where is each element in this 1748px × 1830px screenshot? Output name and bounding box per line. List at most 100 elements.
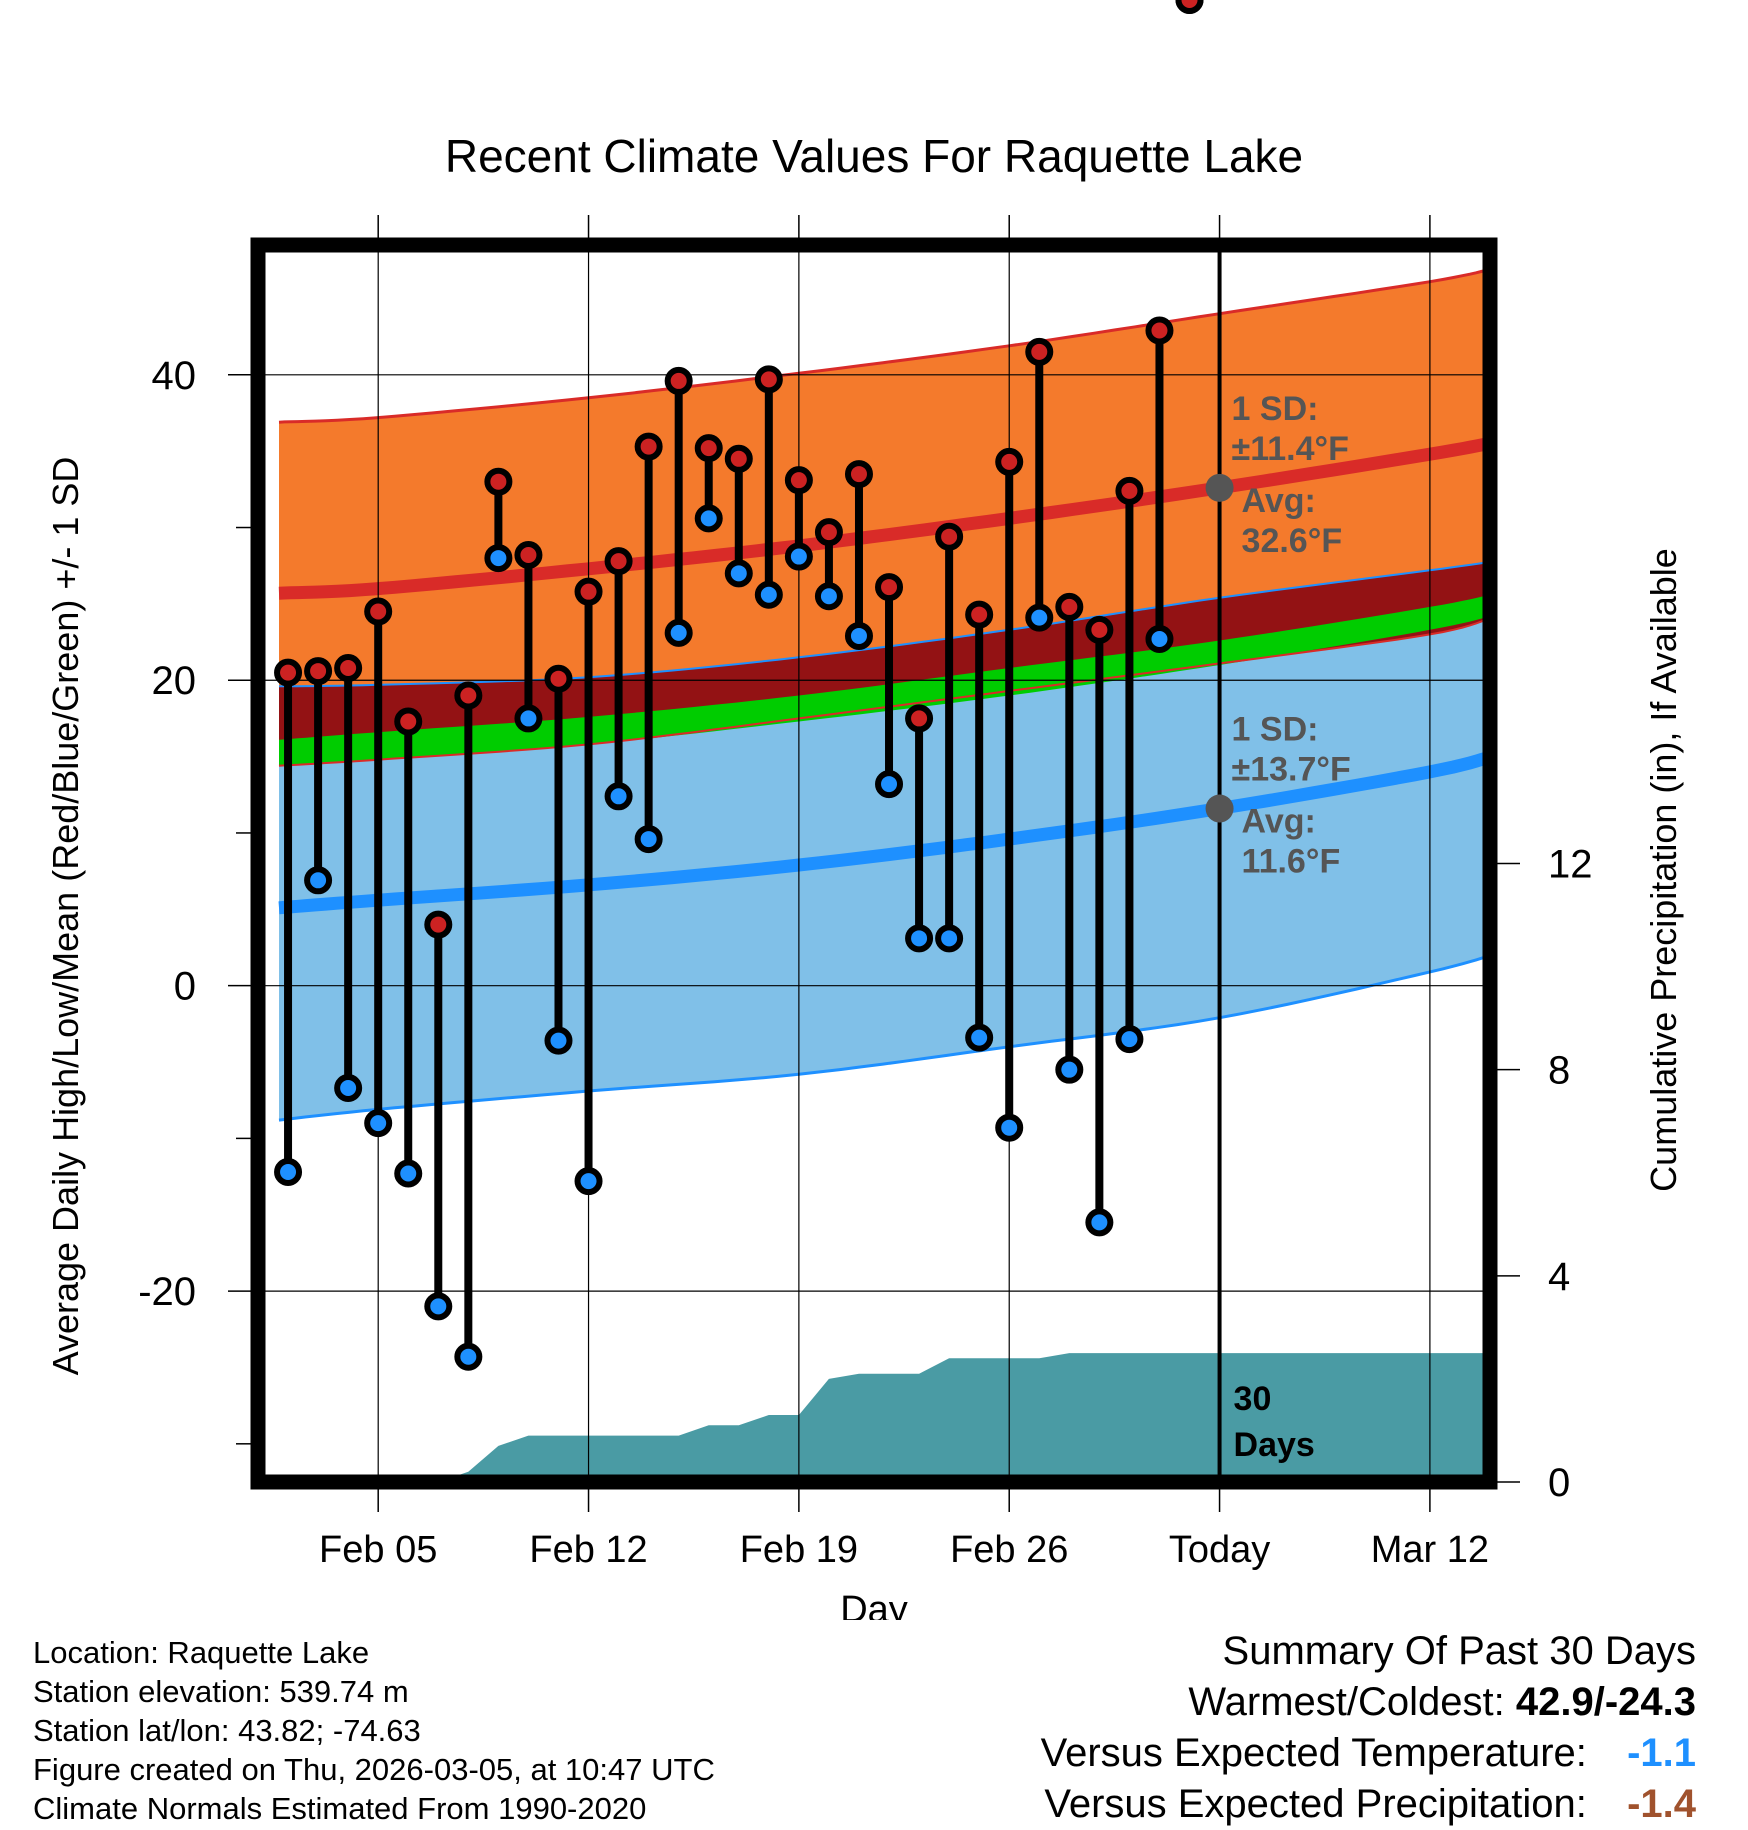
y2-tick-label: 8 [1548, 1049, 1570, 1093]
low-sd-upper-line [279, 560, 1490, 688]
daily-high-point [664, 366, 693, 395]
daily-low-point [394, 1159, 423, 1188]
daily-high-point [724, 444, 753, 473]
daily-low-point [574, 1167, 603, 1196]
y-tick-label: 20 [152, 659, 197, 703]
x-tick-label: Feb 19 [740, 1529, 858, 1571]
warm-cold-label: Warmest/Coldest: [1188, 1680, 1505, 1724]
daily-low-point [424, 1292, 453, 1321]
daily-high-point [634, 432, 663, 461]
x-axis-label: Day [840, 1589, 908, 1620]
plot-inner [258, 245, 1490, 1482]
daily-high-point [1145, 316, 1174, 345]
daily-high-point [304, 657, 333, 686]
daily-high-point [1085, 615, 1114, 644]
daily-high-point [965, 600, 994, 629]
daily-high-point [394, 707, 423, 736]
daily-high-point [754, 365, 783, 394]
daily-high-point [784, 466, 813, 495]
daily-high-point [1055, 592, 1084, 621]
daily-high-point [935, 522, 964, 551]
daily-high-point [875, 573, 904, 602]
high-sd-value: ±11.4°F [1232, 430, 1349, 468]
high-sd-upper-line [278, 267, 1490, 424]
today-avg-low-marker [1205, 794, 1234, 823]
daily-low-point [965, 1023, 994, 1052]
daily-low-point [364, 1109, 393, 1138]
precip-label: Versus Expected Precipitation: [1044, 1782, 1587, 1826]
summary-title: Summary Of Past 30 Days [1222, 1629, 1696, 1673]
daily-low-point [844, 621, 873, 650]
x-tick-label: Feb 05 [319, 1529, 437, 1571]
x-tick-label: Feb 26 [950, 1529, 1068, 1571]
daily-low-point [784, 542, 813, 571]
low-sd-label: 1 SD: [1232, 711, 1319, 749]
daily-low-point [1115, 1025, 1144, 1054]
daily-low-point [905, 924, 934, 953]
daily-high-point [905, 704, 934, 733]
y-axis-label: Average Daily High/Low/Mean (Red/Blue/Gr… [45, 457, 86, 1376]
daily-low-point [814, 582, 843, 611]
precip-days-label: Days [1234, 1426, 1315, 1464]
daily-low-point [514, 704, 543, 733]
chart-title: Recent Climate Values For Raquette Lake [445, 130, 1303, 182]
daily-high-point [574, 577, 603, 606]
daily-high-point [1025, 337, 1054, 366]
daily-high-point [604, 547, 633, 576]
today-avg-high-marker [1205, 473, 1234, 502]
daily-high-point [334, 654, 363, 683]
precip-area [426, 1353, 1490, 1482]
daily-low-point [604, 782, 633, 811]
daily-low-point [724, 559, 753, 588]
summary-panel: Summary Of Past 30 Days Warmest/Coldest:… [1041, 1626, 1696, 1830]
daily-high-point [1115, 476, 1144, 505]
daily-high-point [544, 664, 573, 693]
daily-low-point [454, 1342, 483, 1371]
y-tick-label: 0 [174, 965, 196, 1009]
daily-low-point [1055, 1055, 1084, 1084]
plot-frame [250, 237, 1498, 1490]
elevation-text: Station elevation: 539.74 m [33, 1674, 409, 1709]
daily-low-point [274, 1157, 303, 1186]
daily-low-point [304, 866, 333, 895]
low-avg-value: 11.6°F [1242, 843, 1341, 881]
daily-low-point [995, 1113, 1024, 1142]
daily-high-point [424, 910, 453, 939]
avg-high-line [278, 436, 1490, 600]
daily-low-point [664, 618, 693, 647]
daily-high-point [274, 658, 303, 687]
mean-band [279, 594, 1490, 766]
daily-low-point [484, 544, 513, 573]
temp-label: Versus Expected Temperature: [1040, 1731, 1587, 1775]
station-info: Location: Raquette Lake Station elevatio… [33, 1633, 715, 1828]
normals-text: Climate Normals Estimated From 1990-2020 [33, 1791, 647, 1826]
x-tick-label: Mar 12 [1371, 1529, 1489, 1571]
y2-tick-label: 0 [1548, 1461, 1570, 1505]
location-text: Location: Raquette Lake [33, 1635, 370, 1670]
daily-low-point [1145, 625, 1174, 654]
daily-high-point [364, 597, 393, 626]
daily-high-point [844, 460, 873, 489]
created-text: Figure created on Thu, 2026-03-05, at 10… [33, 1752, 715, 1787]
x-tick-label: Today [1169, 1529, 1270, 1571]
sd-overlap-band [279, 561, 1490, 766]
daily-low-point [1025, 603, 1054, 632]
daily-high-point [454, 681, 483, 710]
temp-value: -1.1 [1627, 1731, 1696, 1775]
precip-row: Versus Expected Precipitation: -1.4 [1041, 1779, 1696, 1830]
y2-tick-label: 12 [1548, 843, 1593, 887]
latlon-text: Station lat/lon: 43.82; -74.63 [33, 1713, 421, 1748]
low-avg-label: Avg: [1242, 803, 1316, 841]
precip-value: -1.4 [1627, 1782, 1696, 1826]
x-tick-label: Feb 12 [529, 1529, 647, 1571]
temp-row: Versus Expected Temperature: -1.1 [1041, 1728, 1696, 1779]
daily-low-point [1085, 1208, 1114, 1237]
high-avg-value: 32.6°F [1242, 522, 1343, 560]
high-sd-label: 1 SD: [1232, 390, 1319, 428]
daily-low-point [634, 825, 663, 854]
daily-high-point [995, 447, 1024, 476]
precip-days-number: 30 [1234, 1380, 1272, 1418]
daily-high-point [694, 434, 723, 463]
daily-high-point [1175, 0, 1204, 14]
